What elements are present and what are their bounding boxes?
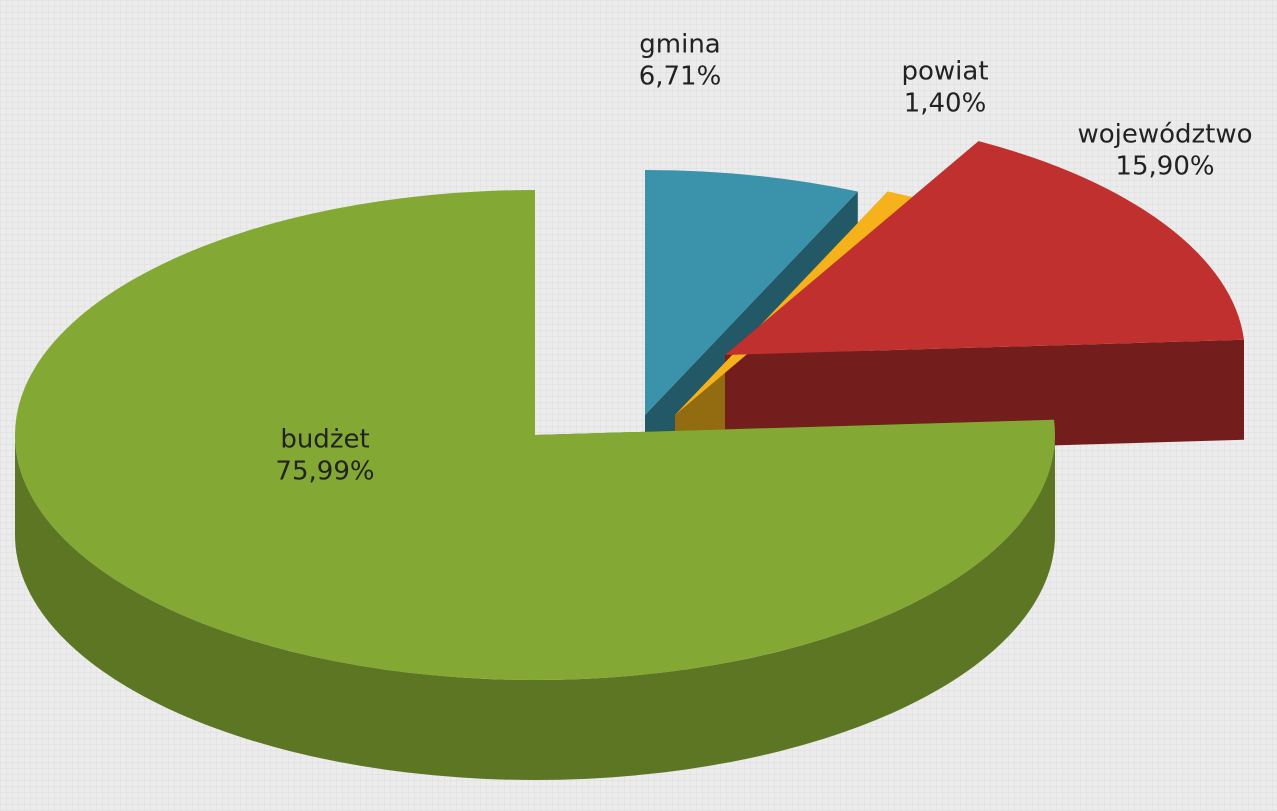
- slice-value-label: 1,40%: [904, 89, 987, 119]
- slice-label: województwo: [1077, 120, 1252, 150]
- slice-value-label: 6,71%: [639, 62, 722, 92]
- slice: [645, 170, 858, 415]
- slice-label: powiat: [901, 57, 988, 87]
- slice-label: gmina: [639, 30, 720, 60]
- slice-value-label: 75,99%: [275, 457, 374, 487]
- slice-value-label: 15,90%: [1115, 152, 1214, 182]
- slice: [725, 141, 1244, 355]
- slice-rim: [15, 435, 1055, 780]
- slice: [14, 190, 1055, 680]
- slice-label: budżet: [280, 425, 369, 455]
